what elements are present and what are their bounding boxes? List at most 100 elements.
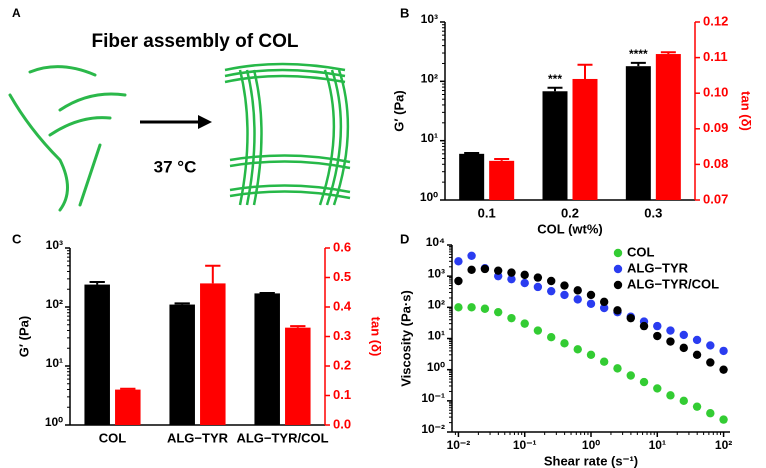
point — [666, 391, 675, 400]
point — [454, 276, 463, 286]
bar — [200, 283, 226, 425]
legend-marker — [613, 264, 623, 274]
point — [467, 265, 476, 275]
point — [692, 402, 702, 411]
error-bar — [120, 387, 136, 390]
x-tick-label: 0.3 — [644, 205, 662, 220]
point — [547, 276, 556, 286]
point — [599, 297, 609, 307]
y2-axis-label: tan (δ) — [369, 317, 384, 357]
fiber-network — [224, 62, 351, 206]
y-tick-label: 10¹ — [46, 356, 63, 370]
y-tick-label: 10⁰ — [45, 415, 63, 429]
bar — [655, 54, 681, 200]
fibers — [8, 65, 127, 212]
y2-tick-label: 0.10 — [703, 85, 728, 100]
point — [573, 295, 582, 304]
point — [719, 346, 728, 356]
y2-tick-label: 0.1 — [333, 387, 351, 402]
bundle — [252, 69, 263, 206]
bar — [542, 91, 568, 200]
y2-tick-label: 0.08 — [703, 156, 728, 171]
bar — [84, 284, 110, 425]
point — [626, 313, 635, 323]
y-tick-label: 10⁴ — [426, 235, 445, 249]
error-bar — [547, 86, 563, 92]
annotation: *** — [548, 72, 562, 86]
x-tick-label: 0.2 — [561, 205, 579, 220]
error-bar — [290, 325, 306, 328]
y2-tick-label: 0.11 — [703, 49, 728, 64]
point — [613, 306, 622, 315]
point — [493, 266, 503, 275]
bundle — [332, 69, 350, 206]
y2-tick-label: 0.12 — [703, 13, 728, 28]
legend-label: ALG−TYR — [627, 260, 689, 275]
point — [480, 304, 490, 313]
point — [533, 282, 543, 292]
point — [454, 257, 463, 266]
point — [666, 337, 675, 346]
x-tick-label: COL — [99, 430, 127, 445]
error-bar — [577, 63, 593, 79]
arrow-head — [198, 115, 212, 129]
y-tick-label: 10² — [46, 297, 63, 311]
y2-tick-label: 0.0 — [333, 416, 351, 431]
x-tick-label: 10¹ — [649, 438, 666, 452]
y2-tick-label: 0.3 — [333, 328, 351, 343]
point — [719, 365, 728, 374]
x-axis-label: Shear rate (s⁻¹) — [544, 453, 638, 468]
y-axis-label: Viscosity (Pa·s) — [398, 290, 413, 387]
panel-title: Fiber assembly of COL — [92, 31, 299, 52]
point — [719, 415, 728, 424]
point — [586, 290, 596, 300]
point — [586, 299, 596, 308]
point — [573, 345, 582, 354]
panel-label: D — [400, 231, 409, 246]
point — [454, 303, 463, 312]
legend-label: COL — [627, 244, 655, 259]
x-tick-label: 10⁻¹ — [513, 438, 537, 452]
y2-tick-label: 0.6 — [333, 239, 351, 254]
point — [560, 281, 569, 290]
bar — [572, 78, 598, 200]
y2-tick-label: 0.2 — [333, 357, 351, 372]
point — [706, 358, 715, 367]
point — [480, 264, 490, 274]
point — [653, 331, 662, 341]
point — [560, 339, 569, 348]
bar — [625, 66, 651, 200]
point — [520, 278, 529, 288]
point — [599, 357, 609, 366]
panel-label: B — [400, 5, 409, 20]
y-tick-label: 10¹ — [428, 329, 445, 343]
panel-label: A — [12, 6, 21, 20]
fiber — [78, 143, 102, 207]
bundle — [229, 190, 351, 200]
point — [626, 371, 635, 380]
fiber — [58, 92, 127, 112]
y2-tick-label: 0.09 — [703, 120, 728, 135]
bar — [115, 389, 141, 425]
legend-label: ALG−TYR/COL — [627, 276, 719, 291]
legend-marker — [613, 280, 623, 290]
y-tick-label: 10⁻² — [421, 422, 445, 436]
point — [507, 268, 516, 277]
point — [692, 350, 702, 359]
y2-tick-label: 0.5 — [333, 269, 351, 284]
bundle — [229, 184, 351, 194]
y-axis-label: G′ (Pa) — [391, 90, 406, 131]
y2-tick-label: 0.4 — [333, 298, 352, 313]
y-tick-label: 10³ — [428, 266, 445, 280]
point — [586, 350, 596, 359]
bar — [169, 304, 195, 425]
y-tick-label: 10² — [421, 72, 438, 86]
bar — [254, 293, 280, 425]
y-tick-label: 10³ — [46, 238, 63, 252]
x-axis-label: COL (wt%) — [537, 221, 602, 236]
y-tick-label: 10¹ — [421, 131, 438, 145]
bar — [459, 153, 485, 200]
x-tick-label: 10⁰ — [582, 438, 600, 452]
bar — [285, 327, 311, 425]
point — [560, 290, 569, 300]
